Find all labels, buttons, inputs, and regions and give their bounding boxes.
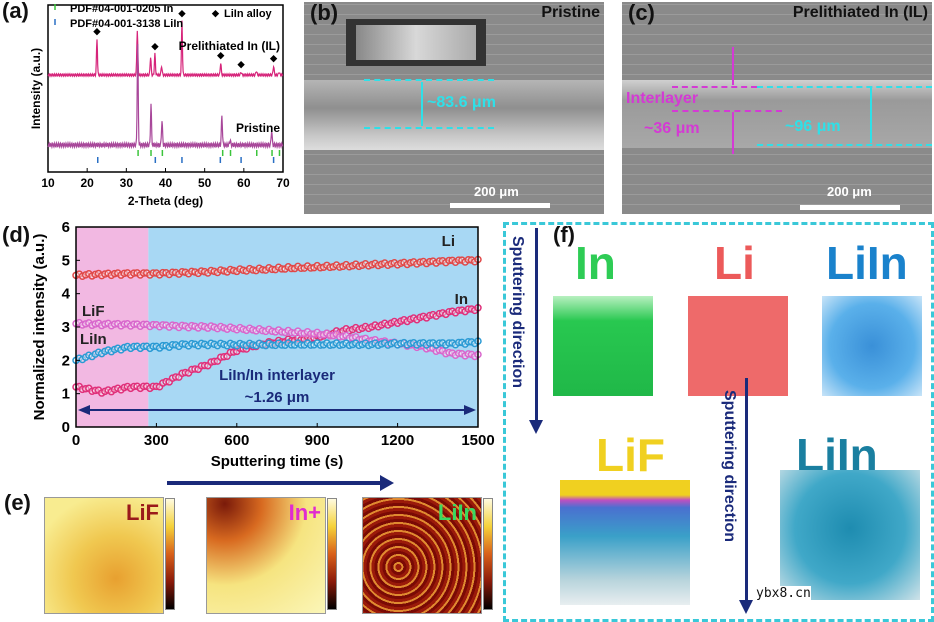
- panel-label-c: (c): [628, 0, 655, 25]
- x-tick-label: 20: [80, 176, 94, 190]
- map-label: LiF: [126, 500, 159, 525]
- sputtering-direction-label: Sputtering direction: [721, 390, 738, 542]
- series-label: Pristine: [236, 121, 280, 135]
- watermark: ybx8.cn: [756, 586, 811, 601]
- series-label-li: Li: [442, 233, 455, 250]
- panel-label-e: (e): [4, 490, 31, 515]
- tof-map-liin: LiIn: [362, 497, 482, 614]
- x-tick-label: 600: [224, 432, 249, 449]
- x-tick-label: 300: [144, 432, 169, 449]
- sputtering-chart: 0 300 600 900 1200 1500 0 1 2 3 4 5 6 Sputtering time…: [31, 219, 495, 470]
- element-label-li: Li: [714, 237, 755, 289]
- sputtering-direction-label: Sputtering direction: [509, 236, 526, 388]
- sem-image-pristine: ~83.6 μm Pristine 200 μm: [304, 2, 604, 214]
- series-label-in: In: [455, 291, 468, 308]
- series-label-lif: LiF: [82, 303, 105, 320]
- thickness-label: ~83.6 μm: [427, 94, 496, 111]
- scale-bar-label: 200 μm: [474, 184, 519, 199]
- 3d-map-in: [553, 296, 653, 396]
- y-tick-label: 5: [62, 252, 70, 269]
- panel-label-b: (b): [310, 0, 339, 25]
- lialloy-marker-icon: ◆: [211, 8, 220, 18]
- y-tick-label: 4: [62, 286, 71, 303]
- x-tick-label: 1200: [381, 432, 414, 449]
- x-tick-label: 0: [72, 432, 80, 449]
- xrd-pattern-pristine: [47, 44, 284, 150]
- arrow-head-icon: [464, 405, 476, 415]
- panel-c-title: Prelithiated In (IL): [792, 4, 928, 21]
- x-tick-label: 1500: [461, 432, 494, 449]
- annotation: ~1.26 μm: [245, 389, 310, 406]
- lialloy-marker-icon: ◆: [269, 53, 278, 63]
- scale-bar: [800, 205, 900, 210]
- y-tick-label: 3: [62, 319, 70, 336]
- tof-map-lif: LiF: [44, 497, 164, 614]
- panel-b-title: Pristine: [541, 4, 600, 21]
- legend-label: PDF#04-001-0205 In: [70, 3, 174, 15]
- y-tick-label: 0: [62, 419, 70, 436]
- colorbar: [165, 498, 175, 610]
- y-axis-label: Normalized intensity (a.u.): [31, 234, 48, 421]
- tof-map-in: In+: [206, 497, 326, 614]
- element-label-liin: LiIn: [826, 237, 908, 289]
- arrow-head-icon: [78, 405, 90, 415]
- sputtering-arrow: [535, 228, 538, 423]
- x-axis-label: 2-Theta (deg): [128, 194, 203, 208]
- sputtering-arrow: [167, 481, 382, 485]
- x-tick-label: 60: [237, 176, 251, 190]
- colorbar: [483, 498, 493, 610]
- total-thickness: ~96 μm: [785, 118, 841, 135]
- panel-f-box: [503, 222, 934, 622]
- y-axis-label: Intensity (a.u.): [29, 48, 43, 129]
- arrow-head-icon: [529, 420, 543, 434]
- x-tick-label: 40: [159, 176, 173, 190]
- map-label: In+: [288, 500, 321, 525]
- arrow-head-icon: [739, 600, 753, 614]
- foil-photo-inset: [346, 19, 486, 66]
- panel-label-d: (d): [2, 222, 31, 247]
- x-tick-label: 50: [198, 176, 212, 190]
- legend-label: PDF#04-001-3138 LiIn: [70, 18, 183, 30]
- interlayer-label: Interlayer: [626, 90, 699, 107]
- colorbar: [327, 498, 337, 610]
- scale-bar: [450, 203, 550, 208]
- legend-label: LiIn alloy: [224, 8, 273, 20]
- element-label-in: In: [575, 237, 616, 289]
- arrow-head-icon: [380, 475, 394, 491]
- lialloy-marker-icon: ◆: [177, 8, 186, 18]
- y-tick-label: 1: [62, 386, 70, 403]
- lialloy-marker-icon: ◆: [237, 59, 246, 69]
- lialloy-marker-icon: ◆: [150, 41, 159, 51]
- sem-image-prelithiated: Interlayer ~36 μm ~96 μm Prelithiated In…: [622, 2, 932, 214]
- lialloy-marker-icon: ◆: [92, 26, 101, 36]
- 3d-map-lif: [560, 480, 690, 605]
- 3d-map-liin: [822, 296, 922, 396]
- scale-bar-label: 200 μm: [827, 184, 872, 199]
- x-axis-label: Sputtering time (s): [211, 453, 344, 470]
- panel-label-f: (f): [553, 222, 575, 247]
- x-tick-label: 70: [276, 176, 290, 190]
- series-label-liin: LiIn: [80, 331, 107, 348]
- sputtering-arrow: [745, 378, 748, 603]
- map-label: LiIn: [437, 500, 477, 525]
- xrd-pattern-prelithiated-in-il-: [47, 20, 284, 78]
- interlayer-thickness: ~36 μm: [644, 120, 700, 137]
- series-label: Prelithiated In (IL): [179, 39, 280, 53]
- 3d-map-liin-large: [780, 470, 920, 600]
- y-tick-label: 6: [62, 219, 70, 236]
- panel-label-a: (a): [2, 0, 29, 23]
- annotation: LiIn/In interlayer: [219, 367, 335, 384]
- lialloy-marker-icon: ◆: [216, 50, 225, 60]
- element-label-lif: LiF: [596, 429, 665, 481]
- x-tick-label: 10: [41, 176, 55, 190]
- x-tick-label: 900: [305, 432, 330, 449]
- xrd-chart: 10 20 30 40 50 60 70 2-Theta (deg) Intensity (a.…: [29, 3, 290, 208]
- x-tick-label: 30: [120, 176, 134, 190]
- 3d-map-li: [688, 296, 788, 396]
- y-tick-label: 2: [62, 352, 70, 369]
